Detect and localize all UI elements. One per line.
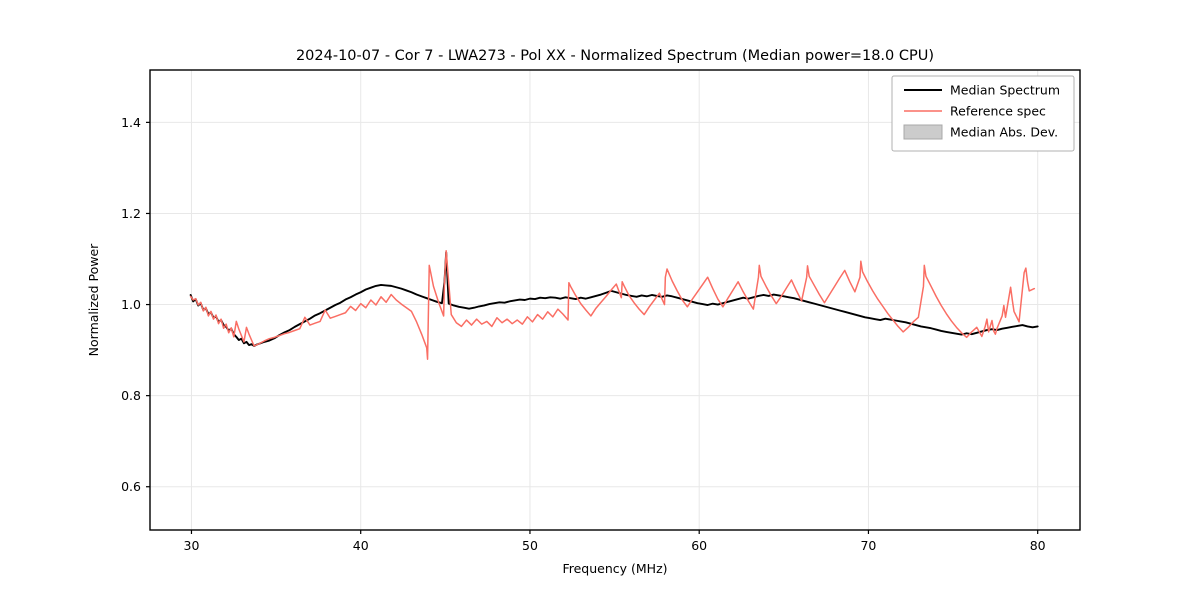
y-axis-label: Normalized Power [86,243,101,357]
y-tick-label: 0.6 [121,479,141,494]
x-tick-label: 80 [1030,538,1046,553]
chart-legend[interactable]: Median Spectrum Reference spec Median Abs.… [891,75,1075,152]
x-axis-label: Frequency (MHz) [562,561,667,576]
y-tick-label: 1.0 [121,297,141,312]
x-tick-label: 30 [184,538,200,553]
legend-label: Median Spectrum [950,83,1060,98]
x-tick-label: 60 [691,538,707,553]
y-tick-label: 1.4 [121,115,141,130]
legend-label: Reference spec [950,104,1046,119]
y-tick-label: 1.2 [121,206,141,221]
y-axis-ticks: 0.6 0.8 1.0 1.2 1.4 [121,115,150,494]
page-title: 2024-10-07 - Cor 7 - LWA273 - Pol XX - N… [296,48,934,64]
x-tick-label: 70 [860,538,876,553]
legend-label: Median Abs. Dev. [950,125,1058,140]
plot-frame [149,69,1081,531]
legend-swatch-patch [903,124,943,140]
y-tick-label: 0.8 [121,388,141,403]
x-tick-label: 40 [353,538,369,553]
x-axis-ticks: 30 40 50 60 70 80 [184,530,1046,553]
series-reference-spec [189,250,1036,360]
x-tick-label: 50 [522,538,538,553]
data-series-group [189,250,1039,360]
